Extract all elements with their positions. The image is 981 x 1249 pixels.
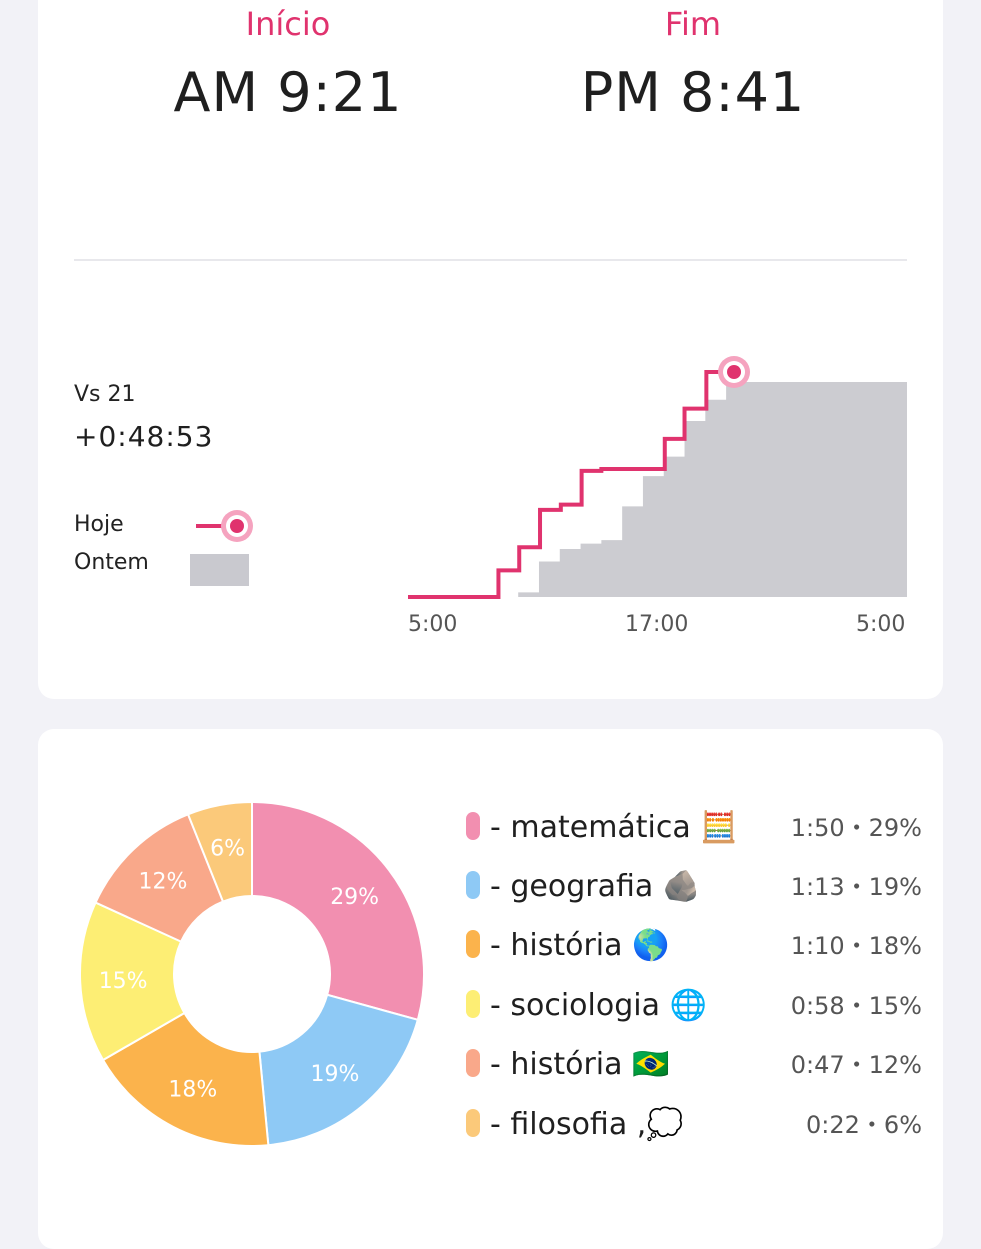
- legend-color-dot: [466, 1049, 480, 1077]
- end-label: Fim: [664, 5, 722, 43]
- start-time: AM 9:21: [173, 61, 403, 124]
- subject-value: 1:10・18%: [790, 932, 922, 960]
- legend-item-historia: - história 🌎 1:10・18%: [466, 926, 936, 966]
- legend-today-label: Hoje: [74, 512, 124, 537]
- end-column: Fim PM 8:41: [543, 0, 843, 128]
- subject-name: - história 🇧🇷: [490, 1047, 670, 1082]
- donut-slice: [101, 1011, 270, 1147]
- start-column: Início AM 9:21: [138, 0, 438, 128]
- legend-yesterday-label: Ontem: [74, 550, 149, 575]
- divider: [74, 259, 907, 261]
- donut-slice: [186, 800, 253, 903]
- subject-value: 1:13・19%: [790, 873, 922, 901]
- subject-value: 0:58・15%: [790, 992, 922, 1020]
- series-hoje-line: [408, 370, 735, 599]
- legend-yesterday-swatch: [190, 554, 249, 586]
- subject-name: - matemática 🧮: [490, 810, 738, 845]
- vs-diff: +0:48:53: [74, 420, 214, 453]
- legend-item-filosofia: - filosofia ,💭 0:22・6%: [466, 1105, 936, 1145]
- legend-item-historia-br: - história 🇧🇷 0:47・12%: [466, 1045, 936, 1085]
- subject-value: 1:50・29%: [790, 814, 922, 842]
- subject-name: - filosofia ,💭: [490, 1107, 684, 1142]
- donut-slice-label: 19%: [310, 1062, 359, 1087]
- subject-name: - história 🌎: [490, 928, 670, 963]
- donut-slice: [251, 800, 425, 1022]
- legend-item-geografia: - geografia 🪨 1:13・19%: [466, 867, 936, 907]
- donut-slice-label: 29%: [330, 885, 379, 910]
- legend-item-sociologia: - sociologia 🌐 0:58・15%: [466, 986, 936, 1026]
- start-label: Início: [245, 5, 331, 43]
- series-ontem-area: [408, 381, 907, 597]
- legend-color-dot: [466, 930, 480, 958]
- x-tick-label: 5:00: [856, 612, 906, 637]
- donut-slice: [258, 993, 420, 1147]
- session-card: Início AM 9:21 Fim PM 8:41 Vs 21 +0:48:5…: [38, 0, 943, 699]
- donut-slice-label: 18%: [168, 1078, 217, 1103]
- donut-slice-label: 12%: [139, 870, 188, 895]
- subject-value: 0:22・6%: [806, 1111, 922, 1139]
- vs-label: Vs 21: [74, 382, 136, 407]
- legend-color-dot: [466, 990, 480, 1018]
- legend-color-dot: [466, 871, 480, 899]
- subjects-donut-chart: 29% 19% 18% 15% 12% 6%: [79, 800, 425, 1147]
- subject-name: - sociologia 🌐: [490, 988, 707, 1023]
- legend-item-matematica: - matemática 🧮 1:50・29%: [466, 808, 936, 848]
- legend-color-dot: [466, 1109, 480, 1137]
- legend-today-marker-dot: [230, 519, 244, 533]
- subject-name: - geografia 🪨: [490, 869, 701, 904]
- subject-value: 0:47・12%: [790, 1051, 922, 1079]
- progress-chart: [190, 356, 907, 599]
- x-tick-label: 5:00: [408, 612, 458, 637]
- donut-slice-label: 6%: [210, 836, 245, 861]
- donut-slice-label: 15%: [99, 969, 148, 994]
- x-tick-label: 17:00: [625, 612, 689, 637]
- series-hoje-end-marker-dot: [727, 365, 742, 379]
- subjects-card: 29% 19% 18% 15% 12% 6% - matemática 🧮 1:50・29…: [38, 729, 943, 1249]
- end-time: PM 8:41: [580, 61, 806, 124]
- legend-color-dot: [466, 812, 480, 840]
